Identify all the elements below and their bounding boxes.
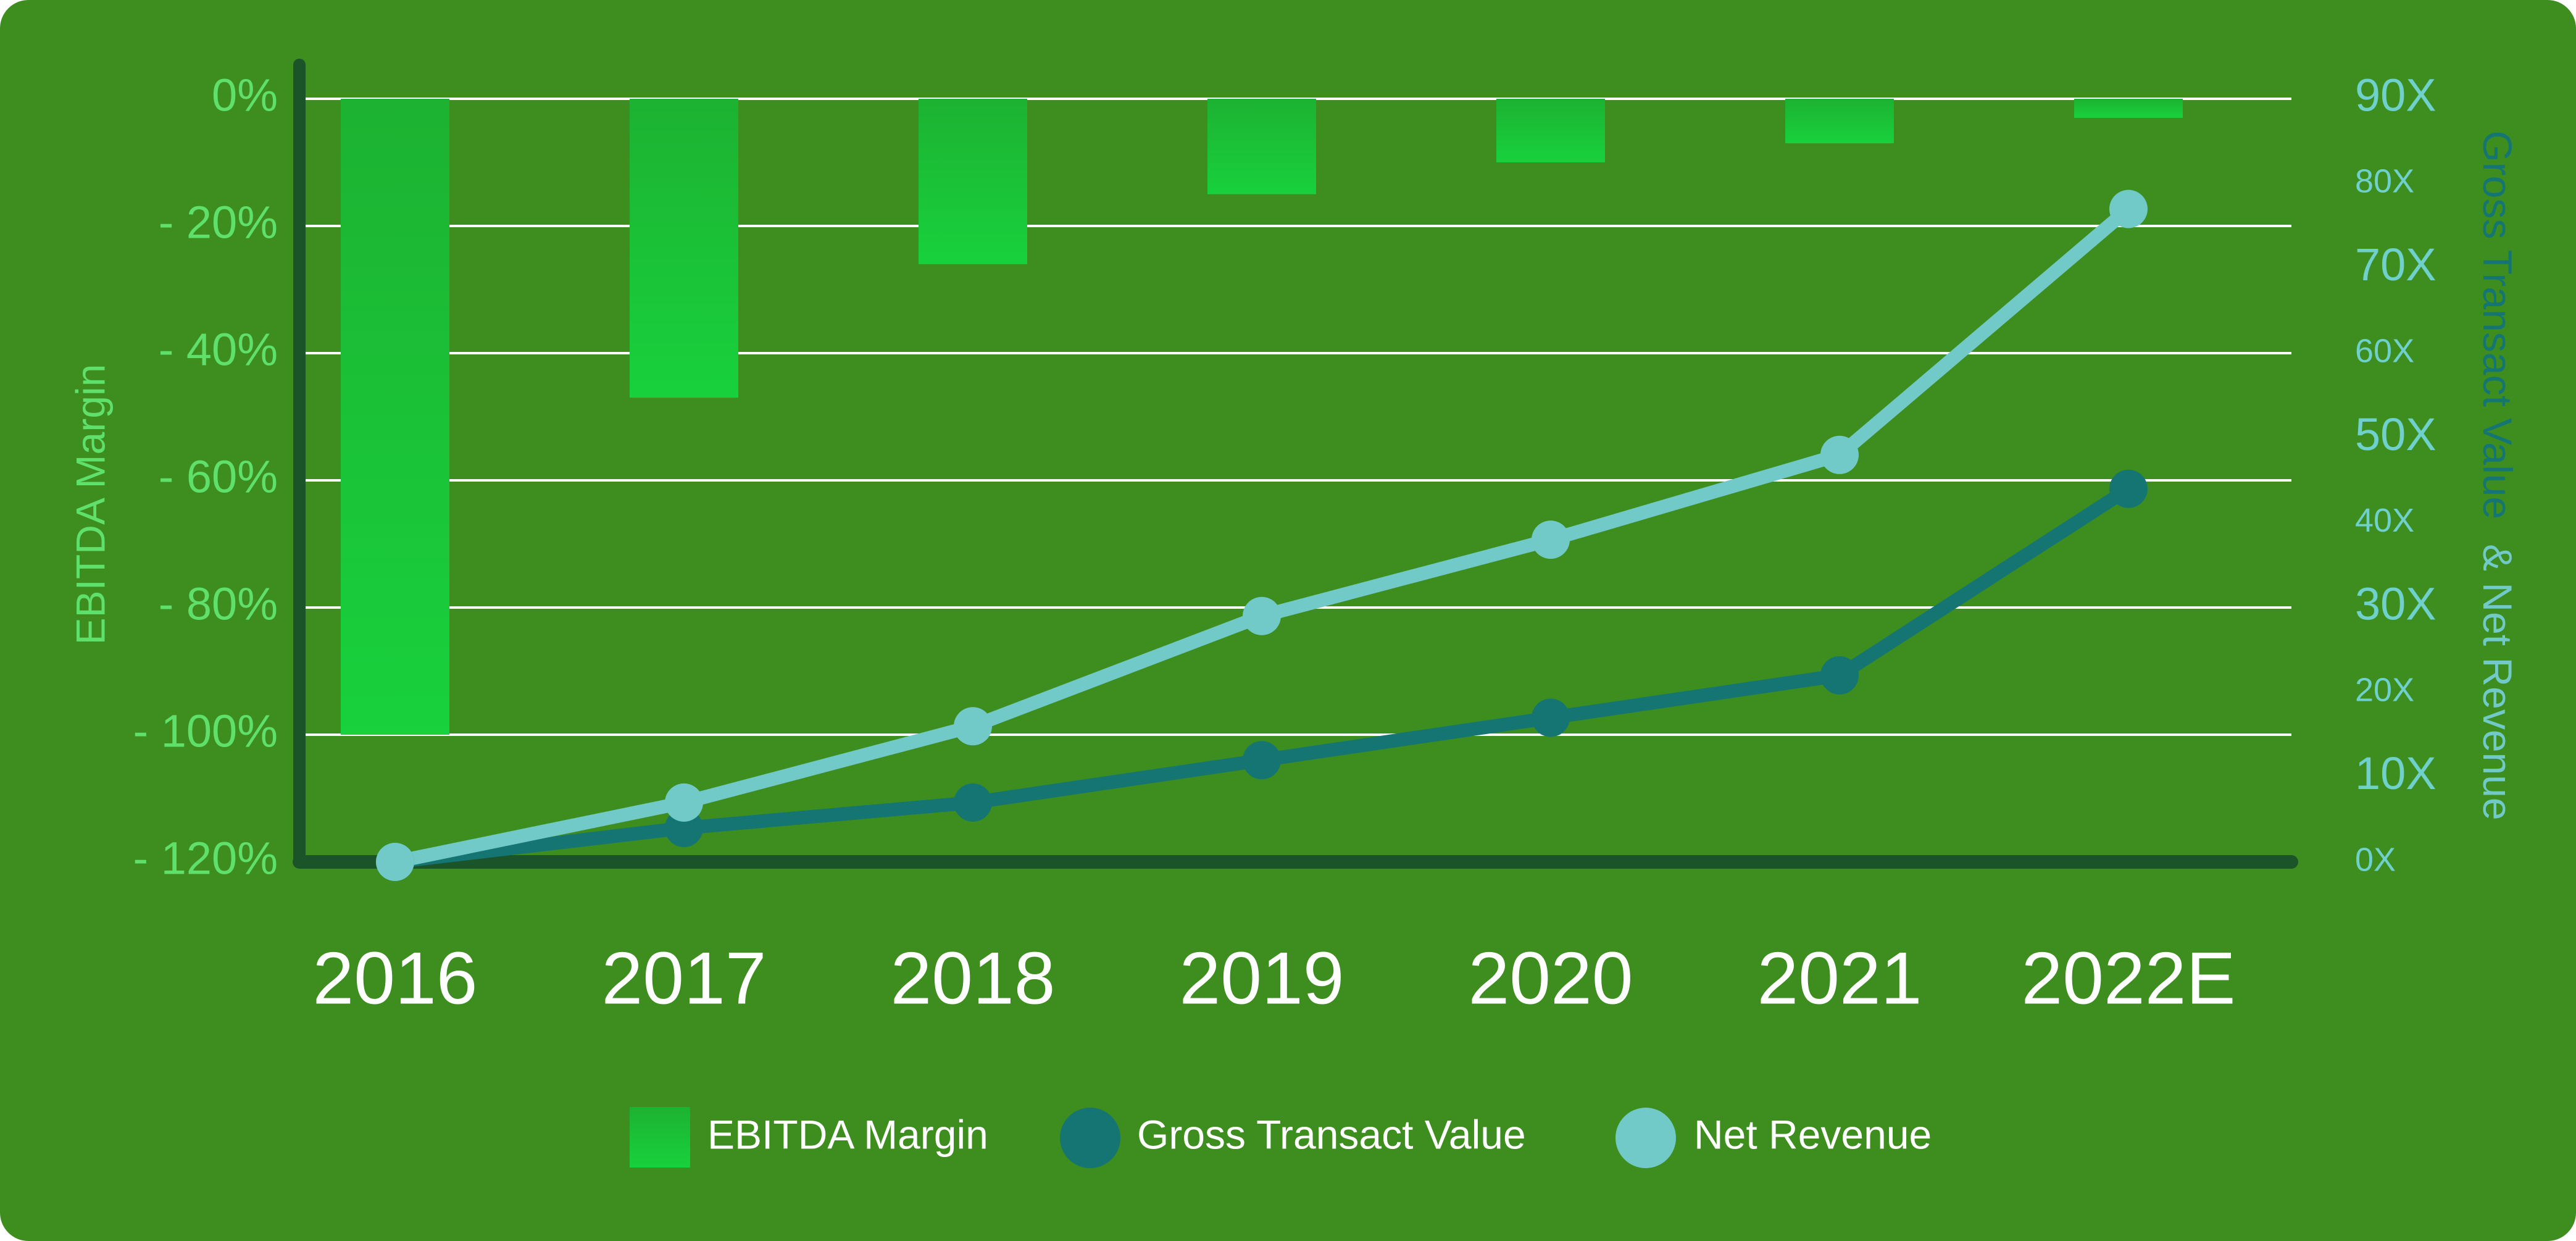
left-axis-title: EBITDA Margin	[67, 364, 113, 645]
legend-label-ebitda: EBITDA Margin	[707, 1111, 988, 1157]
x-tick-label-2017: 2017	[602, 937, 767, 1020]
right-axis-title-part-1: Gross Transact Value	[2475, 130, 2520, 519]
legend-swatch-net	[1615, 1108, 1676, 1168]
right-tick-label: 80X	[2355, 163, 2414, 200]
net-revenue-point-2018	[954, 707, 992, 746]
net-revenue-point-2017	[665, 783, 703, 822]
legend-label-gross: Gross Transact Value	[1137, 1111, 1526, 1157]
gross-transact-value-point-2020	[1532, 698, 1570, 737]
right-axis-title: Gross Transact Value & Net Revenue	[2475, 130, 2520, 820]
left-axis-ticks: 0% - 20% - 40% - 60% - 80% - 100% - 120%	[133, 70, 278, 884]
right-tick-label: 0X	[2355, 841, 2396, 878]
ebitda-bar-2022e	[2074, 99, 2183, 118]
gross-transact-value-point-2022e	[2109, 469, 2148, 508]
legend: EBITDA Margin Gross Transact Value Net R…	[630, 1107, 1932, 1168]
ebitda-bar-2019	[1207, 99, 1316, 194]
right-tick-label: 70X	[2355, 239, 2436, 290]
x-tick-label-2018: 2018	[891, 937, 1056, 1020]
ebitda-bars	[341, 99, 2183, 735]
right-tick-label: 50X	[2355, 409, 2436, 460]
left-tick-label: - 20%	[159, 197, 278, 248]
legend-swatch-ebitda	[630, 1107, 690, 1168]
x-tick-label-2016: 2016	[313, 937, 478, 1020]
net-revenue-point-2020	[1532, 520, 1570, 559]
x-tick-label-2022e: 2022E	[2022, 937, 2236, 1020]
right-tick-label: 60X	[2355, 332, 2414, 369]
net-revenue-point-2016	[376, 843, 414, 881]
left-tick-label: - 80%	[159, 579, 278, 630]
right-tick-label: 30X	[2355, 579, 2436, 630]
x-tick-label-2020: 2020	[1469, 937, 1633, 1020]
left-tick-label: - 60%	[159, 451, 278, 503]
gross-transact-value-point-2021	[1820, 656, 1859, 695]
legend-swatch-gross	[1060, 1108, 1120, 1168]
gross-transact-value-point-2018	[954, 783, 992, 822]
x-axis-ticks: 2016 2017 2018 2019 2020 2021 2022E	[313, 937, 2236, 1020]
ebitda-bar-2021	[1785, 99, 1894, 144]
right-axis-ticks: 90X 80X 70X 60X 50X 40X 30X 20X 10X 0X	[2355, 70, 2436, 879]
left-tick-label: - 120%	[133, 833, 278, 884]
left-tick-label: - 40%	[159, 324, 278, 375]
net-revenue-point-2022e	[2109, 190, 2148, 228]
series-points	[376, 190, 2148, 881]
right-tick-label: 20X	[2355, 672, 2414, 709]
gross-transact-value-point-2019	[1243, 741, 1281, 780]
axes	[293, 59, 2298, 869]
net-revenue-point-2019	[1243, 596, 1281, 635]
left-tick-label: 0%	[212, 70, 278, 121]
ebitda-bar-2018	[919, 99, 1027, 264]
right-tick-label: 10X	[2355, 748, 2436, 799]
net-revenue-point-2021	[1820, 435, 1859, 474]
left-tick-label: - 100%	[133, 706, 278, 757]
right-tick-label: 90X	[2355, 70, 2436, 121]
right-tick-label: 40X	[2355, 502, 2414, 539]
x-tick-label-2019: 2019	[1180, 937, 1344, 1020]
x-tick-label-2021: 2021	[1757, 937, 1922, 1020]
ebitda-bar-2020	[1496, 99, 1605, 162]
ebitda-bar-2017	[630, 99, 738, 398]
legend-label-net: Net Revenue	[1694, 1111, 1932, 1157]
right-axis-title-part-2: & Net Revenue	[2475, 544, 2520, 821]
ebitda-bar-2016	[341, 99, 449, 735]
